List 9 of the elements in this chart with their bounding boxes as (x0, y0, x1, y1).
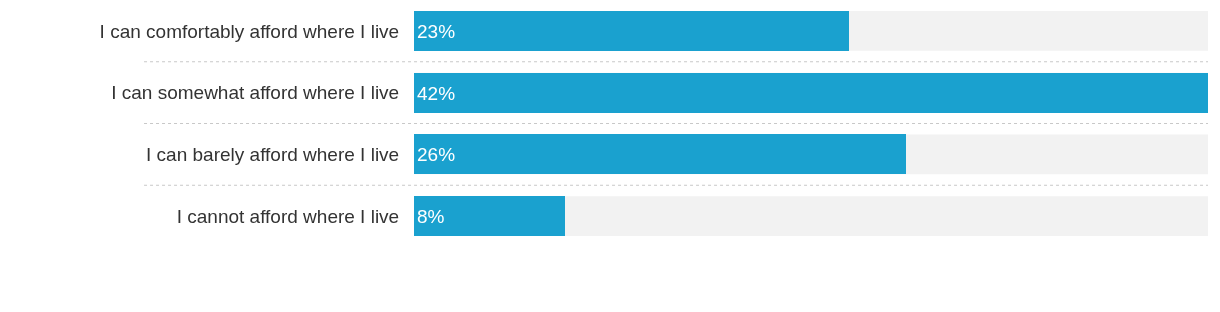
data-label: 23% (417, 20, 456, 42)
y-tick-label: I cannot afford where I live (176, 205, 400, 227)
data-label: 26% (417, 143, 456, 165)
y-tick-label: I can comfortably afford where I live (99, 20, 400, 42)
bar (414, 196, 565, 236)
data-label: 8% (417, 205, 445, 227)
y-tick-label: I can barely afford where I live (146, 144, 400, 166)
y-tick-label: I can somewhat afford where I live (111, 82, 400, 104)
data-label: 42% (417, 82, 456, 104)
